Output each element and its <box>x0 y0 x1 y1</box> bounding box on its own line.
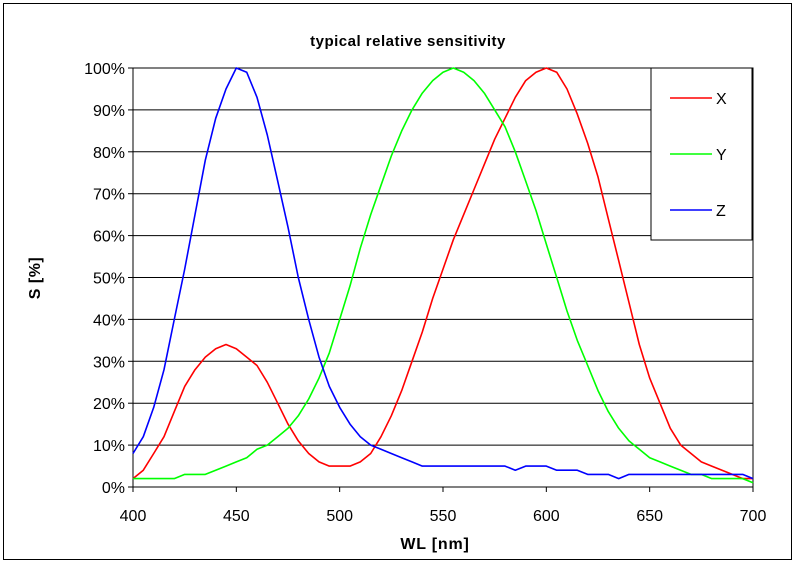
series-line-x <box>132 67 753 480</box>
y-tick-label: 30% <box>93 354 125 371</box>
series-lines <box>132 67 754 484</box>
y-tick-label: 20% <box>93 396 125 413</box>
y-tick-label: 0% <box>102 480 125 497</box>
y-tick-label: 90% <box>93 103 125 120</box>
legend-label-x: X <box>716 91 727 108</box>
x-tick-label: 500 <box>326 508 353 525</box>
y-tick-label: 10% <box>93 438 125 455</box>
x-tick-label: 600 <box>533 508 560 525</box>
legend: X Y Z <box>650 67 753 241</box>
y-tick-label: 80% <box>93 145 125 162</box>
series-line-z <box>132 67 754 480</box>
y-axis-title: S [%] <box>27 257 44 300</box>
x-tick-label: 450 <box>223 508 250 525</box>
x-tick-label: 650 <box>636 508 663 525</box>
x-tick-label: 550 <box>430 508 457 525</box>
x-tick-label: 400 <box>120 508 147 525</box>
legend-label-z: Z <box>716 203 726 220</box>
y-tick-label: 100% <box>84 61 125 78</box>
x-axis-title: WL [nm] <box>400 536 469 553</box>
y-tick-label: 50% <box>93 271 125 288</box>
x-axis-ticks: 400 450 500 550 600 650 700 <box>120 487 767 525</box>
series-line-y <box>133 67 754 484</box>
y-tick-label: 40% <box>93 312 125 329</box>
gridlines <box>133 109 753 446</box>
x-tick-label: 700 <box>740 508 767 525</box>
y-tick-label: 70% <box>93 187 125 204</box>
legend-label-y: Y <box>716 147 727 164</box>
y-axis-ticks: 0% 10% 20% 30% 40% 50% 60% 70% 80% 90% 100% <box>84 61 133 497</box>
chart-title: typical relative sensitivity <box>310 33 506 50</box>
y-tick-label: 60% <box>93 229 125 246</box>
